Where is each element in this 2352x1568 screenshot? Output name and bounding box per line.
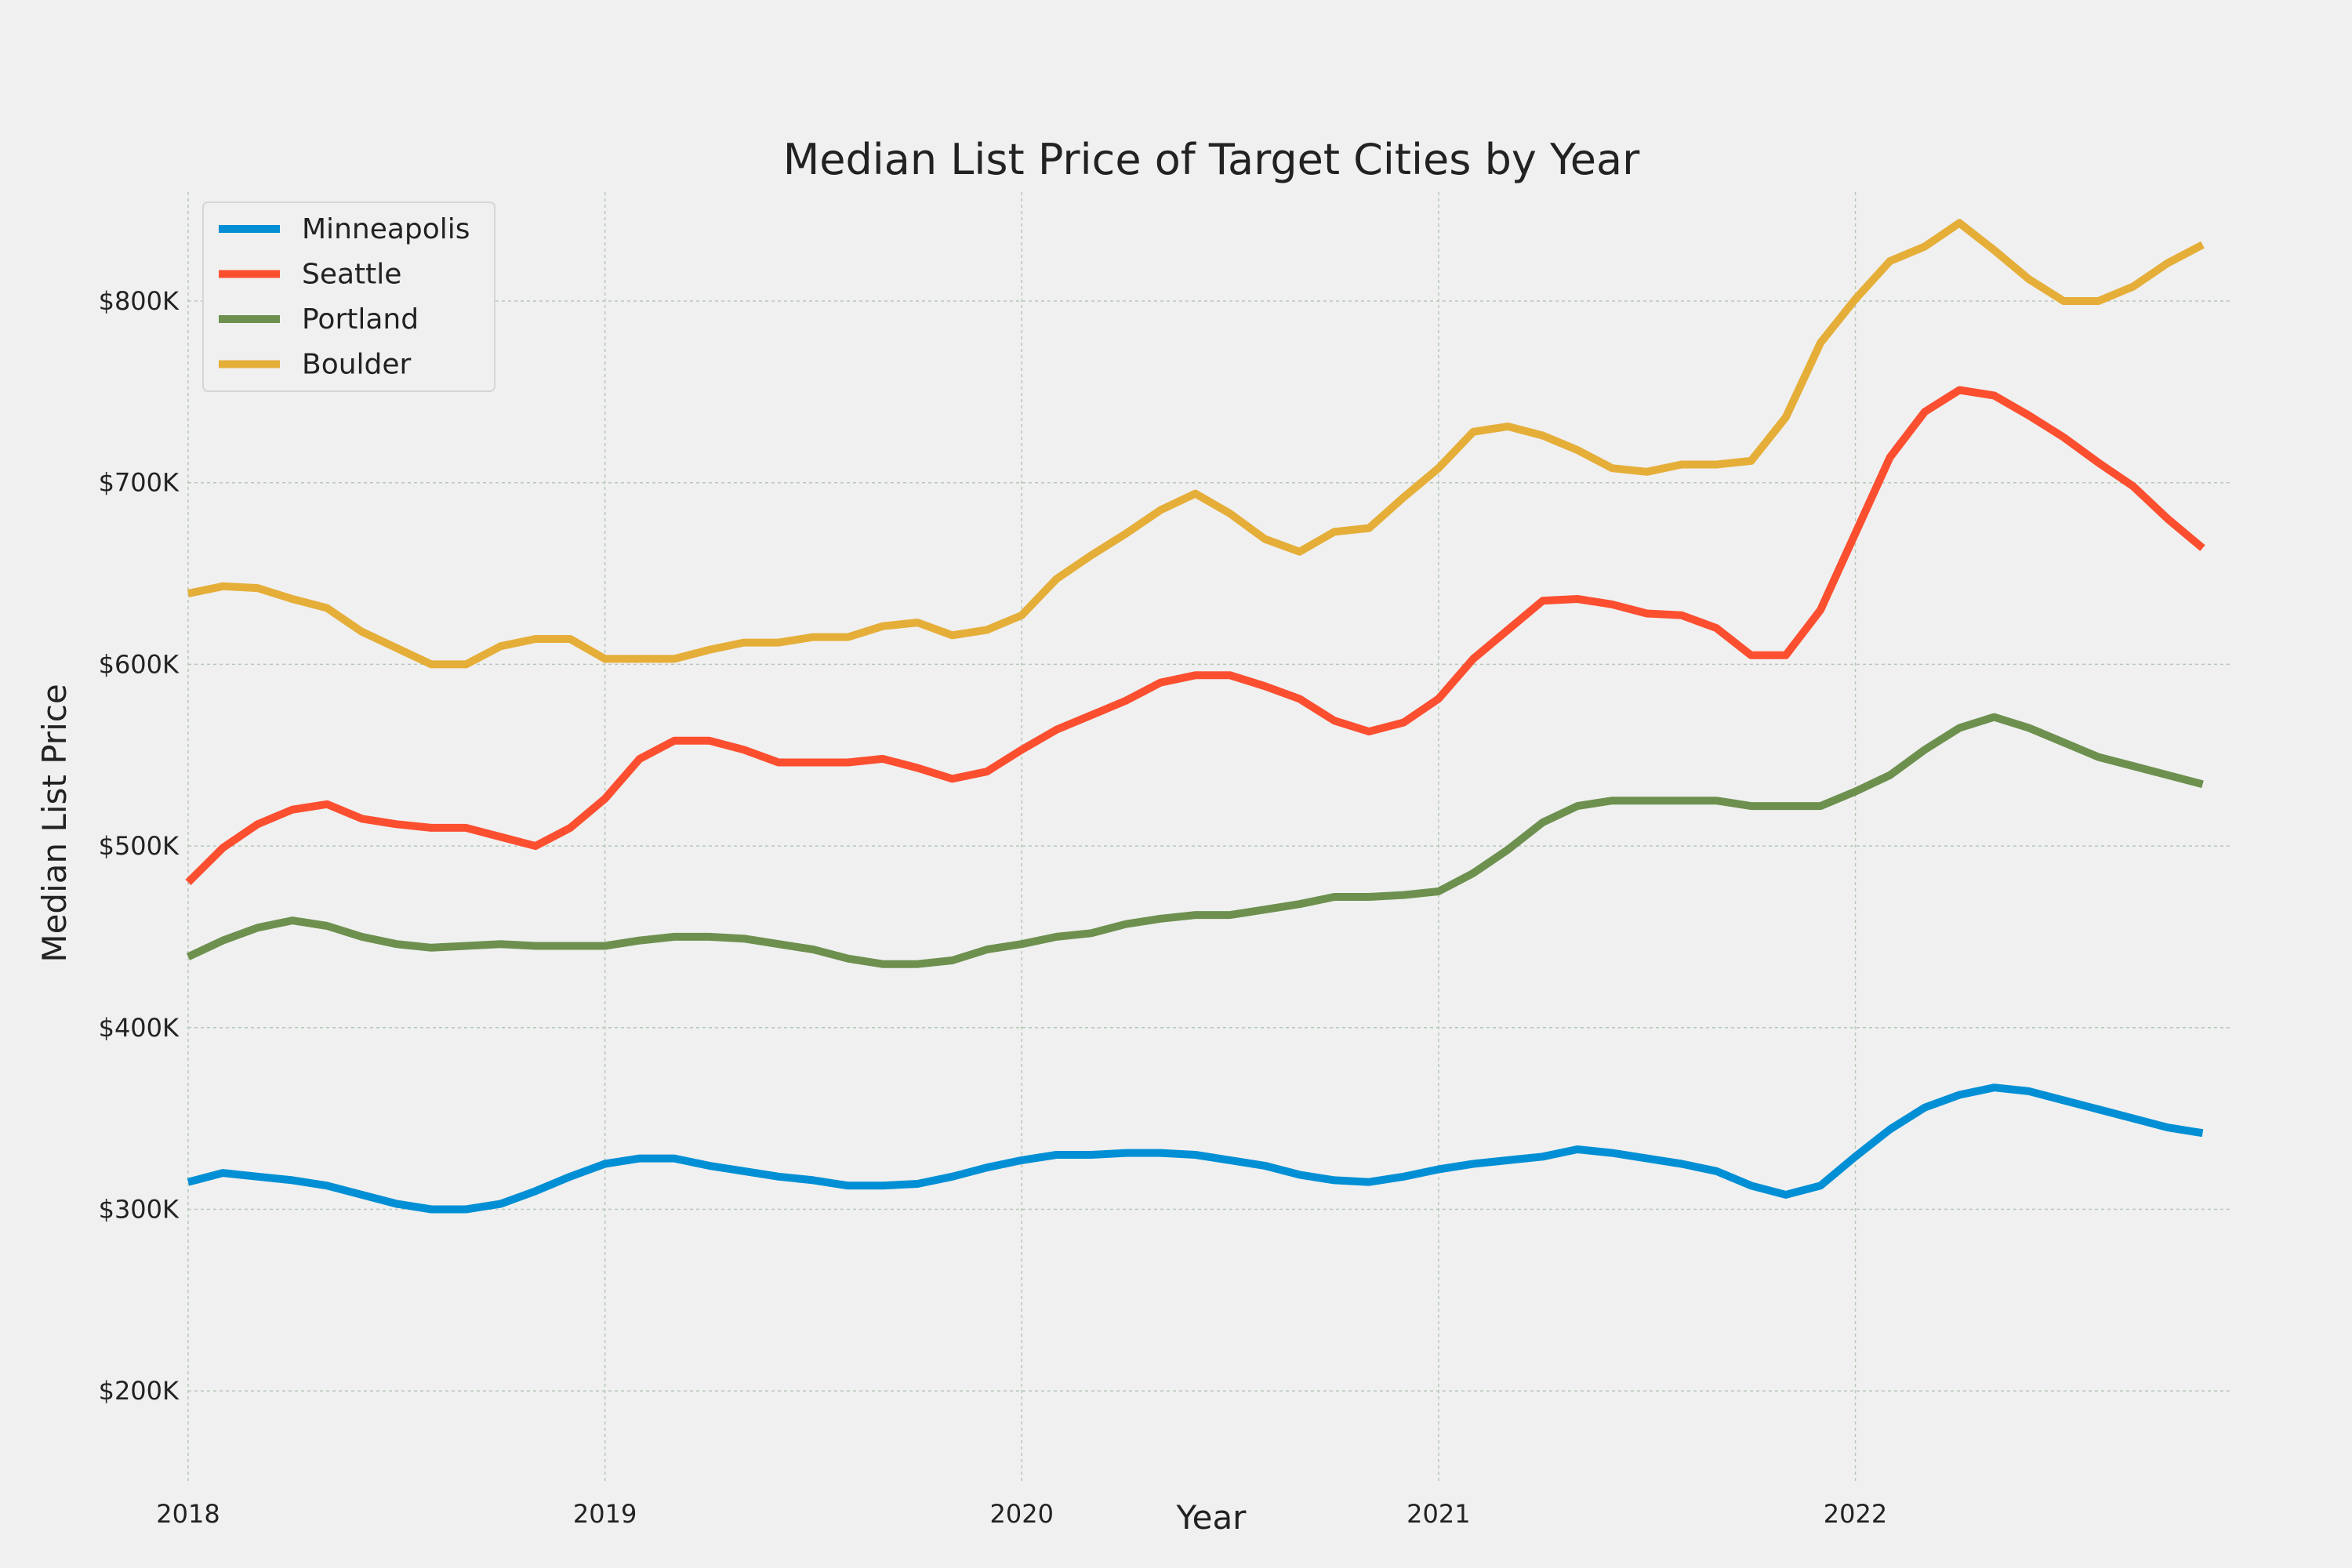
legend-label-seattle: Seattle [302, 259, 401, 291]
x-tick-label: 2022 [1824, 1499, 1887, 1529]
series-lines [185, 219, 2205, 1214]
legend: Minneapolis Seattle Portland Boulder [202, 201, 495, 392]
x-tick-label: 2018 [156, 1499, 220, 1529]
x-tick-label: 2020 [990, 1499, 1054, 1529]
chart-title: Median List Price of Target Cities by Ye… [783, 135, 1640, 184]
y-tick-label: $800K [99, 286, 180, 316]
y-axis-label: Median List Price [35, 684, 74, 962]
x-tick-label: 2019 [573, 1499, 637, 1529]
legend-label-minneapolis: Minneapolis [302, 213, 470, 245]
y-axis-ticks: $200K $300K $400K $500K $600K $700K $800K [99, 286, 180, 1406]
y-tick-label: $400K [99, 1013, 180, 1043]
y-tick-label: $500K [99, 831, 180, 861]
x-tick-label: 2021 [1406, 1499, 1470, 1529]
series-line-minneapolis [187, 1083, 2204, 1214]
legend-label-boulder: Boulder [302, 349, 412, 381]
series-line-portland [186, 713, 2204, 968]
y-tick-label: $600K [99, 649, 180, 679]
legend-label-portland: Portland [302, 303, 419, 336]
series-line-boulder [187, 219, 2205, 669]
y-tick-label: $300K [99, 1194, 180, 1224]
x-axis-ticks: 2018 2019 2020 2021 2022 [156, 1499, 1887, 1529]
legend-box [202, 201, 495, 392]
y-tick-label: $200K [99, 1376, 180, 1406]
y-tick-label: $700K [99, 468, 180, 498]
series-line-seattle [185, 386, 2205, 885]
x-axis-label: Year [1176, 1498, 1247, 1537]
